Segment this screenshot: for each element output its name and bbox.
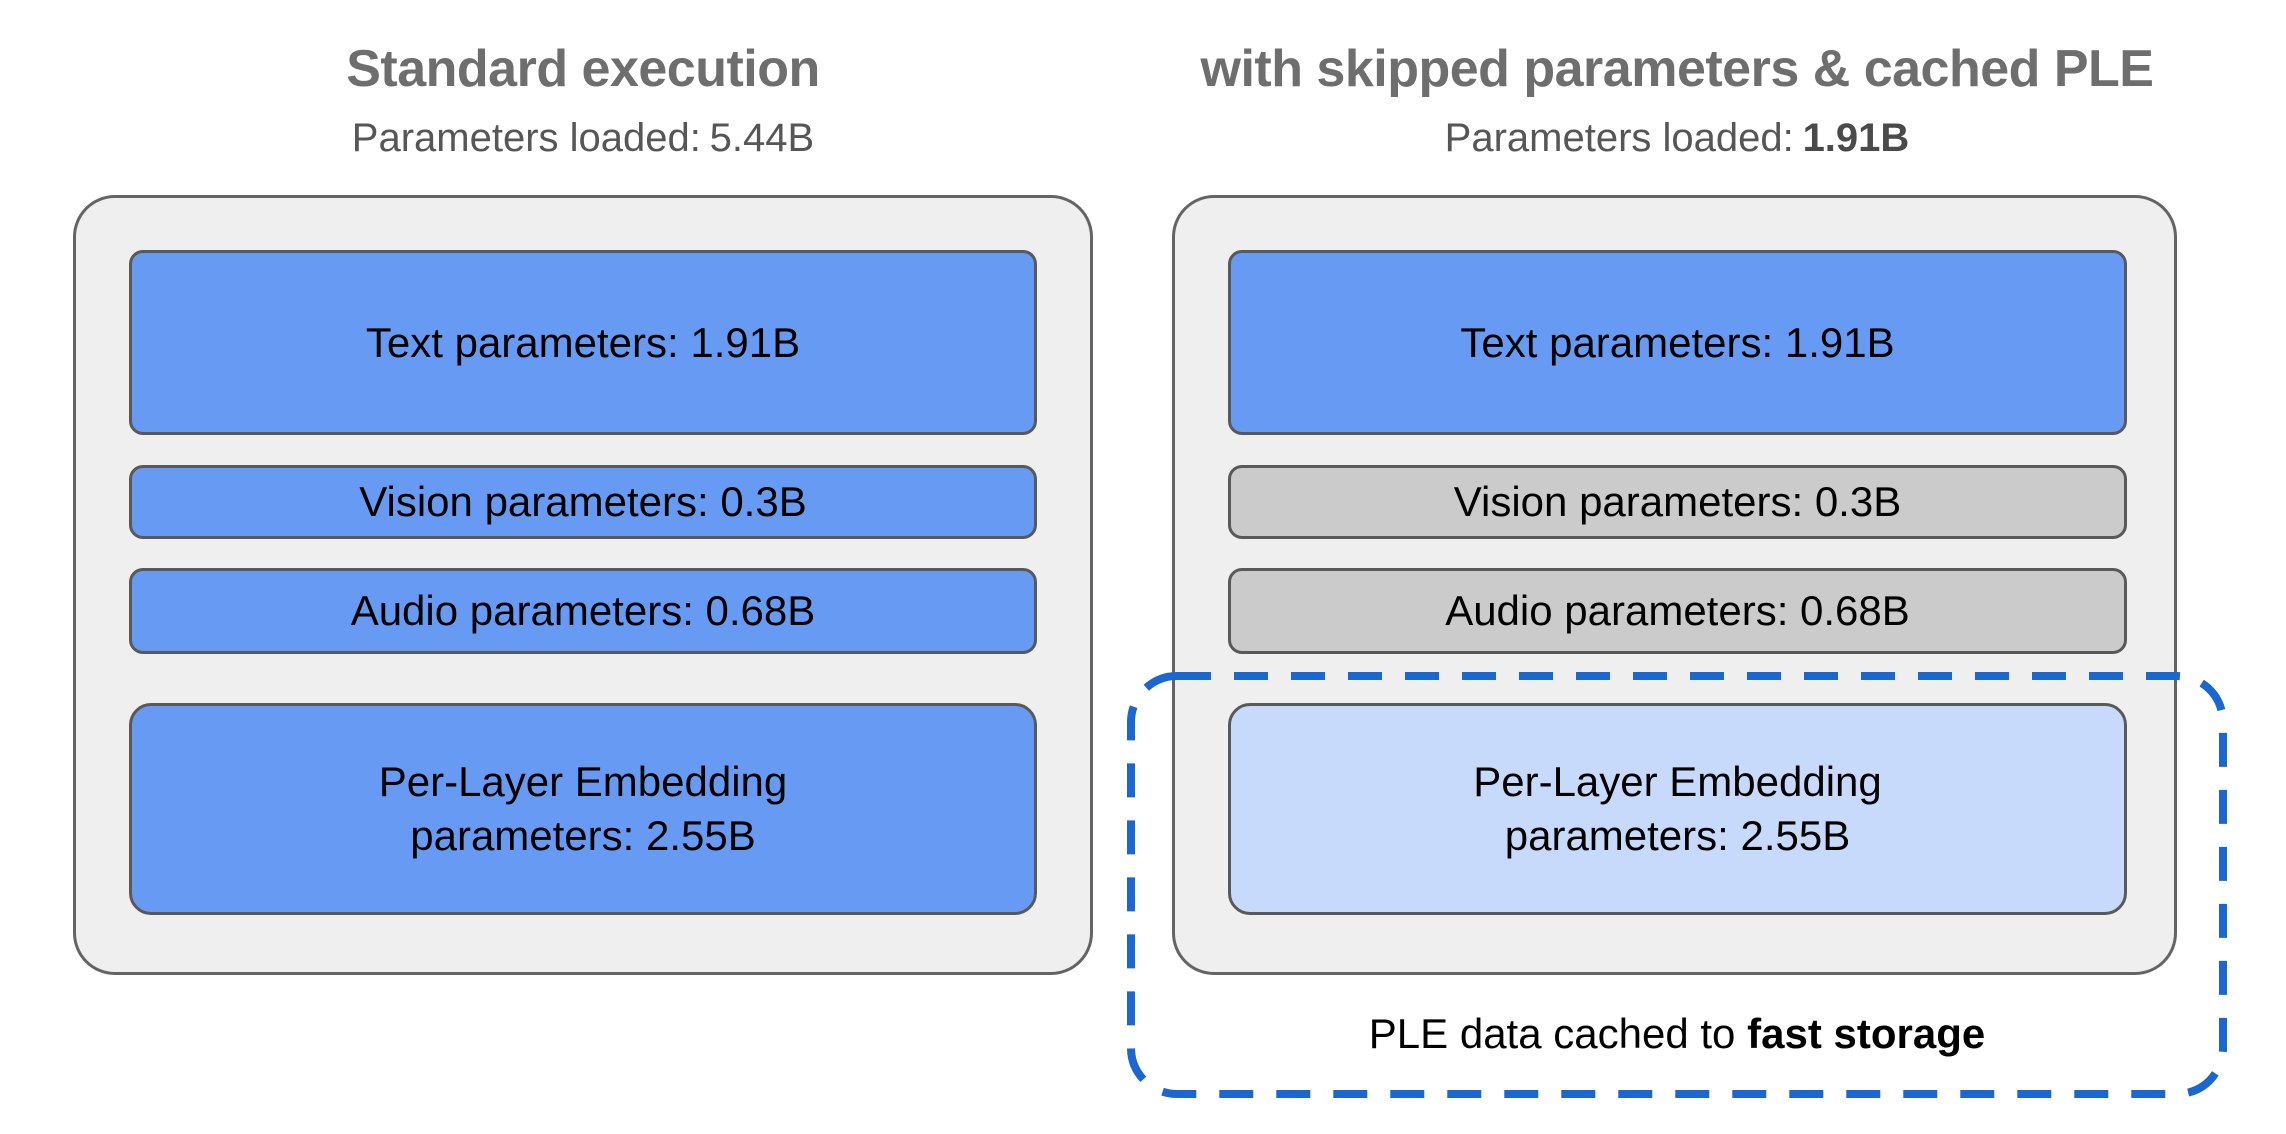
left-text-parameters-label: Text parameters: 1.91B (365, 318, 801, 366)
ple-cache-caption: PLE data cached to fast storage (1127, 1008, 2227, 1060)
right-audio-parameters-box-skipped: Audio parameters: 0.68B (1228, 568, 2127, 654)
right-model-container: Text parameters: 1.91B Vision parameters… (1172, 195, 2177, 975)
right-subtitle-label: Parameters loaded: (1444, 116, 1794, 160)
ple-cache-caption-bold: fast storage (1747, 1010, 1986, 1057)
left-text-parameters-box: Text parameters: 1.91B (129, 250, 1037, 435)
right-vision-parameters-label: Vision parameters: 0.3B (1453, 478, 1902, 525)
left-ple-parameters-box: Per-Layer Embedding parameters: 2.55B (129, 703, 1037, 915)
right-panel-subtitle: Parameters loaded: 1.91B (1127, 114, 2227, 162)
right-audio-parameters-label: Audio parameters: 0.68B (1445, 587, 1910, 634)
left-model-container: Text parameters: 1.91B Vision parameters… (73, 195, 1093, 975)
left-subtitle-label: Parameters loaded: (351, 116, 701, 160)
right-text-parameters-box: Text parameters: 1.91B (1228, 250, 2127, 435)
left-ple-parameters-label: Per-Layer Embedding parameters: 2.55B (378, 758, 788, 859)
right-text-parameters-label: Text parameters: 1.91B (1460, 318, 1895, 366)
left-audio-parameters-label: Audio parameters: 0.68B (350, 587, 816, 634)
ple-cache-caption-prefix: PLE data cached to (1368, 1010, 1736, 1057)
right-panel-title: with skipped parameters & cached PLE (1200, 40, 2155, 98)
left-audio-parameters-box: Audio parameters: 0.68B (129, 568, 1037, 654)
left-subtitle-value: 5.44B (709, 116, 815, 160)
right-vision-parameters-box-skipped: Vision parameters: 0.3B (1228, 465, 2127, 539)
left-vision-parameters-label: Vision parameters: 0.3B (359, 478, 807, 525)
left-panel-subtitle: Parameters loaded: 5.44B (73, 114, 1093, 162)
left-vision-parameters-box: Vision parameters: 0.3B (129, 465, 1037, 539)
right-ple-parameters-box-cached: Per-Layer Embedding parameters: 2.55B (1228, 703, 2127, 915)
right-ple-parameters-label: Per-Layer Embedding parameters: 2.55B (1473, 758, 1882, 859)
left-panel-title: Standard execution (346, 40, 820, 98)
right-subtitle-value: 1.91B (1802, 116, 1910, 160)
